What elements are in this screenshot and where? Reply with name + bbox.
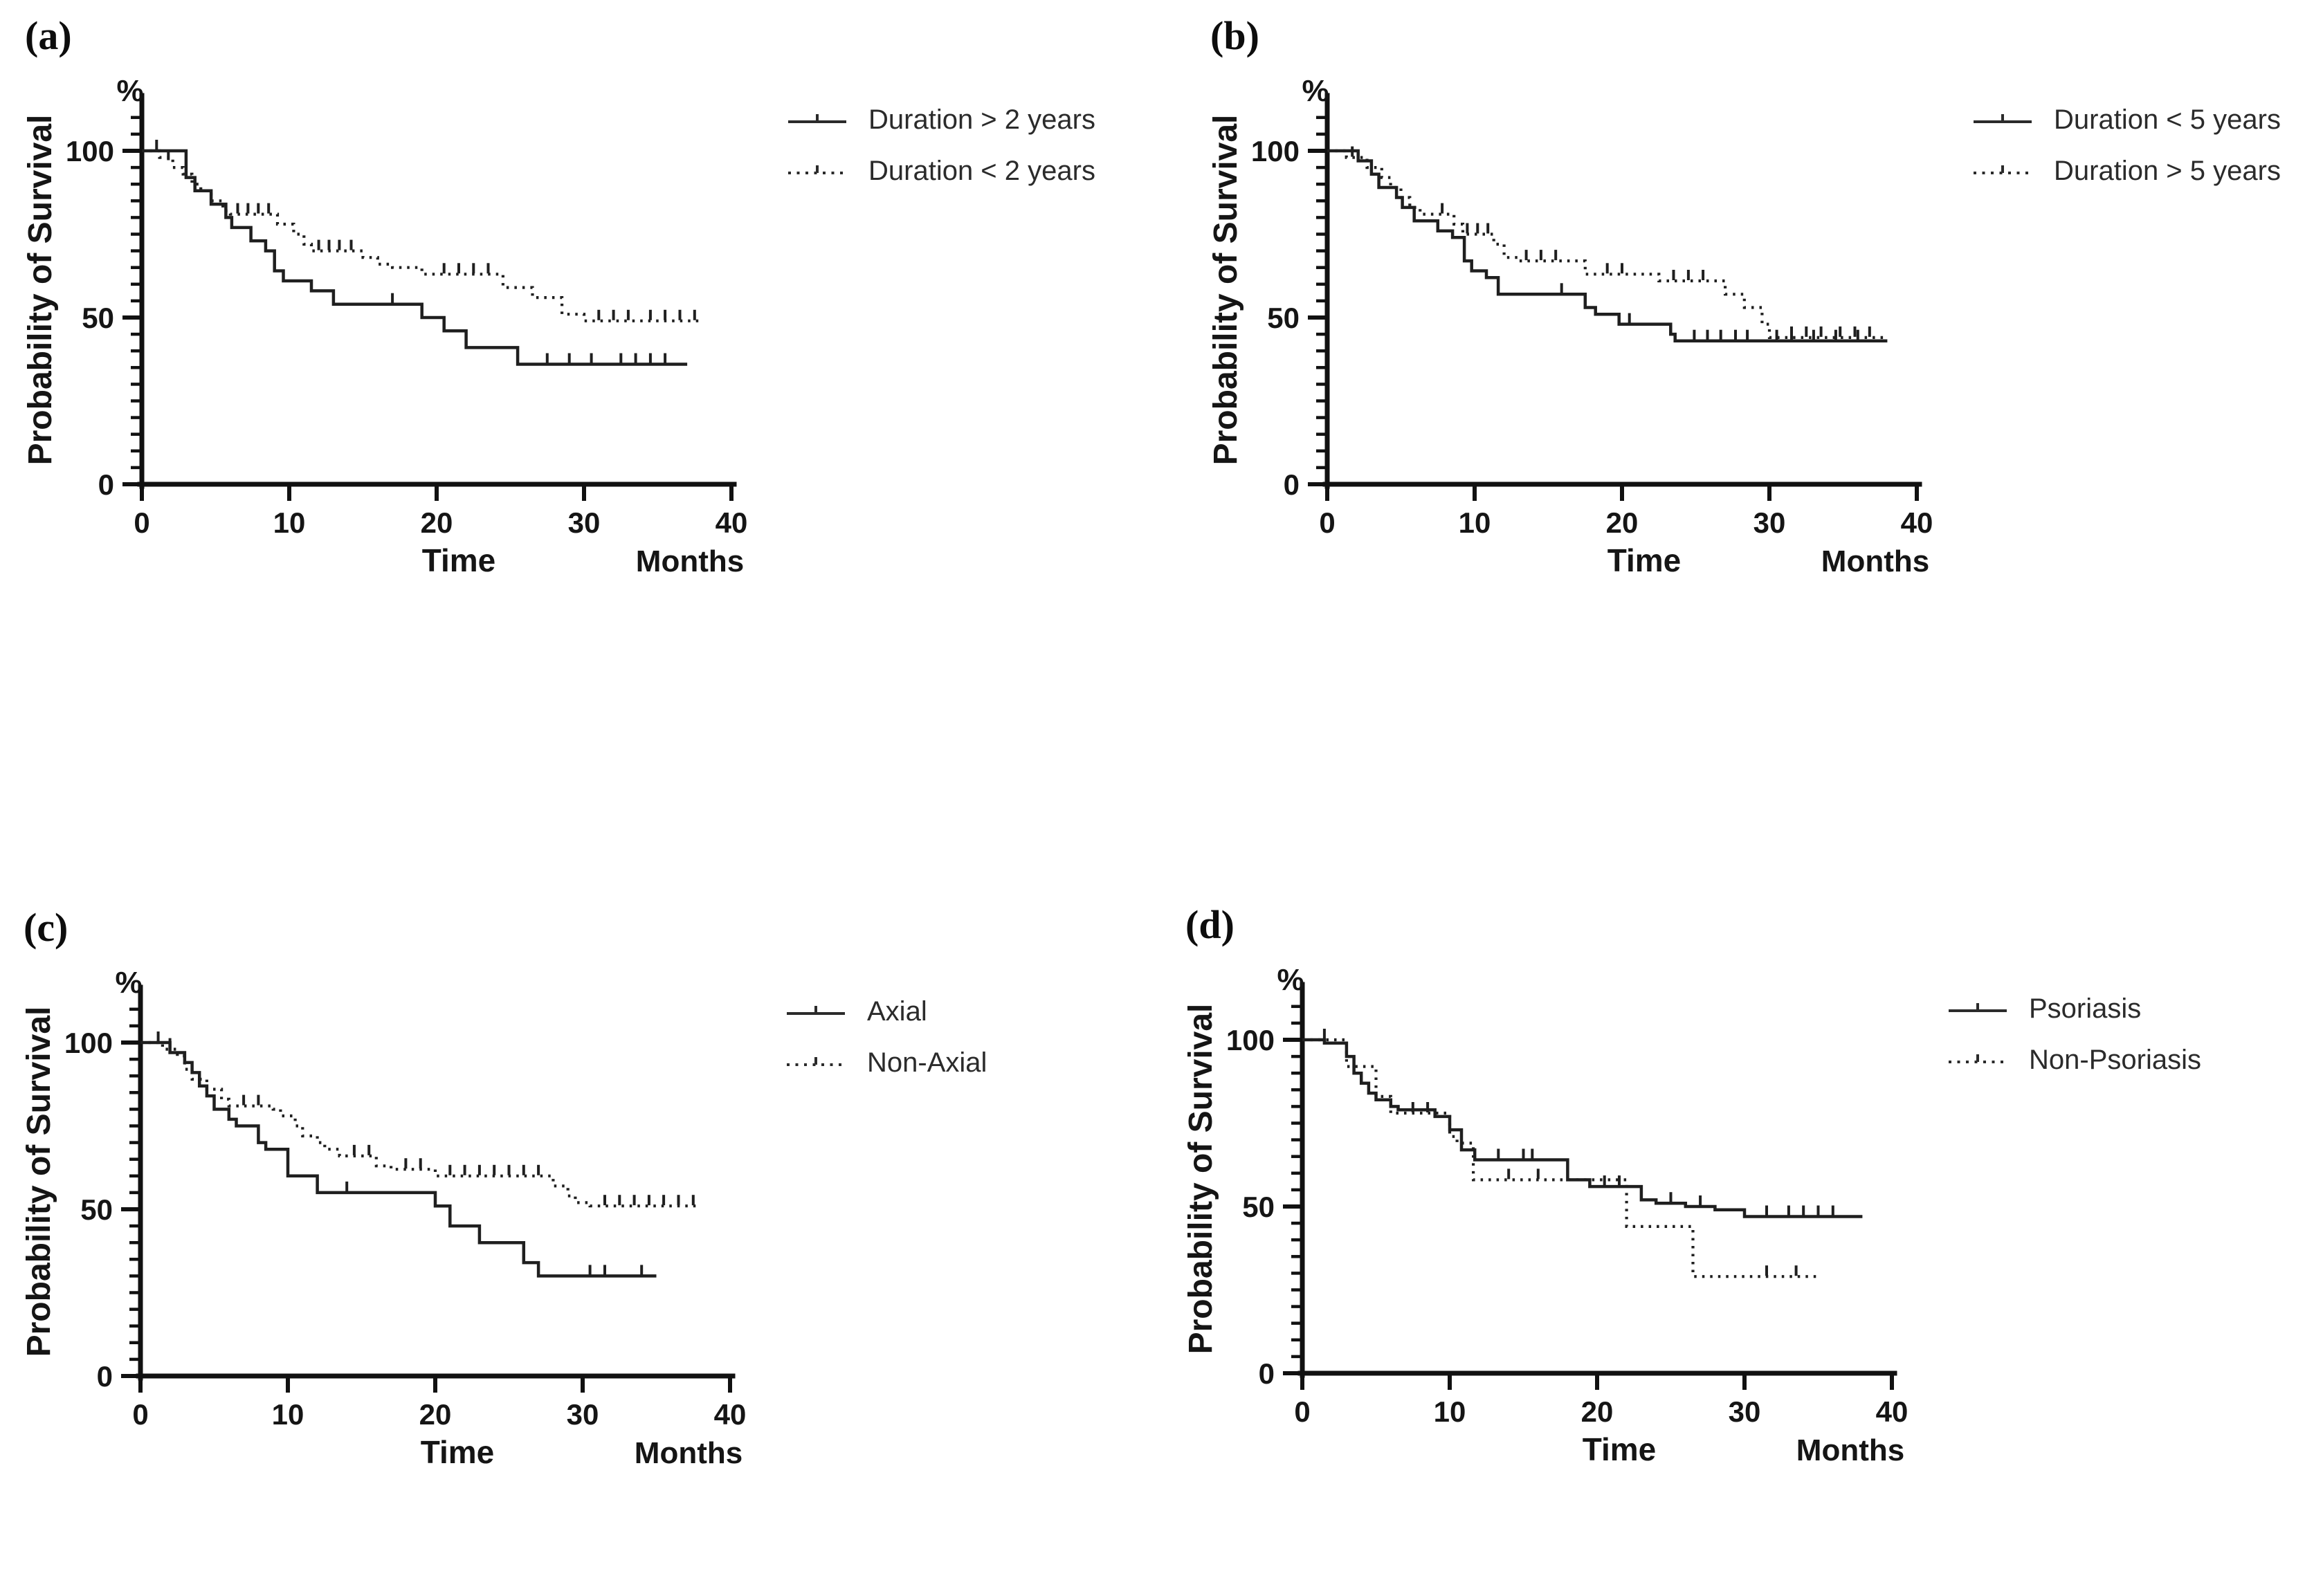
- legend-label: Duration > 5 years: [2054, 155, 2281, 186]
- legend-label: Axial: [867, 996, 927, 1027]
- panel-label-b: (b): [1210, 13, 1259, 58]
- svg-text:Time: Time: [421, 1434, 495, 1470]
- solid-line-marker: [1974, 114, 2032, 123]
- legend-label: Non-Axial: [867, 1047, 987, 1078]
- legend-item: Duration > 5 years: [1971, 145, 2281, 196]
- svg-text:100: 100: [1226, 1024, 1275, 1056]
- legend-label: Psoriasis: [2029, 993, 2142, 1024]
- svg-text:10: 10: [272, 1398, 304, 1431]
- legend-label: Duration < 5 years: [2054, 104, 2281, 135]
- legend-item: Non-Psoriasis: [1946, 1034, 2201, 1085]
- svg-text:40: 40: [1901, 506, 1933, 539]
- svg-text:50: 50: [1267, 302, 1300, 334]
- panel-label-c: (c): [24, 905, 69, 950]
- svg-text:20: 20: [421, 506, 453, 539]
- svg-text:0: 0: [98, 468, 114, 501]
- legend-item: Duration > 2 years: [785, 94, 1095, 145]
- svg-text:Probability of Survival: Probability of Survival: [21, 1007, 57, 1357]
- svg-text:10: 10: [1434, 1395, 1466, 1428]
- svg-text:50: 50: [1242, 1191, 1275, 1223]
- svg-text:100: 100: [66, 135, 114, 167]
- dotted-line-marker: [1974, 165, 2032, 174]
- svg-text:%: %: [1302, 74, 1329, 108]
- svg-text:0: 0: [1259, 1357, 1275, 1390]
- legend-label: Duration < 2 years: [868, 155, 1095, 186]
- svg-text:Probability of Survival: Probability of Survival: [1208, 115, 1244, 466]
- panel-label-d: (d): [1185, 902, 1235, 947]
- svg-text:30: 30: [568, 506, 601, 539]
- svg-text:30: 30: [1729, 1395, 1761, 1428]
- km-plot-d: 0 50 100 0 10 20 30 40% Probability of Survival T…: [1183, 963, 1908, 1467]
- svg-text:30: 30: [1753, 506, 1786, 539]
- svg-text:100: 100: [1251, 135, 1300, 167]
- panel-a: (a) 0 50 100 0 10 20 30 40% Probability of Survi…: [21, 6, 1169, 704]
- legend-c: Axial Non-Axial: [784, 986, 987, 1088]
- legend-a: Duration > 2 years Duration < 2 years: [785, 94, 1095, 196]
- legend-item: Non-Axial: [784, 1037, 987, 1088]
- svg-text:20: 20: [419, 1398, 452, 1431]
- svg-text:Months: Months: [636, 544, 744, 578]
- svg-text:20: 20: [1581, 1395, 1614, 1428]
- svg-text:Months: Months: [1821, 544, 1929, 578]
- svg-text:50: 50: [82, 302, 114, 334]
- panel-b: (b) 0 50 100 0 10 20 30 40% Probability of Survi…: [1206, 6, 2314, 704]
- svg-text:10: 10: [273, 506, 306, 539]
- svg-text:0: 0: [1319, 506, 1335, 539]
- dotted-line-marker: [788, 165, 846, 174]
- svg-text:40: 40: [716, 506, 748, 539]
- svg-text:Months: Months: [1796, 1433, 1904, 1467]
- legend-label: Duration > 2 years: [868, 104, 1095, 135]
- svg-text:Months: Months: [635, 1436, 743, 1470]
- svg-text:0: 0: [97, 1360, 113, 1393]
- svg-text:40: 40: [714, 1398, 747, 1431]
- svg-text:50: 50: [80, 1193, 113, 1226]
- svg-text:0: 0: [134, 506, 149, 539]
- solid-line-marker: [787, 1006, 845, 1015]
- svg-text:20: 20: [1606, 506, 1639, 539]
- legend-item: Psoriasis: [1946, 983, 2201, 1034]
- solid-line-marker: [1949, 1003, 2007, 1012]
- legend-item: Duration < 2 years: [785, 145, 1095, 196]
- legend-b: Duration < 5 years Duration > 5 years: [1971, 94, 2281, 196]
- svg-text:%: %: [1277, 963, 1304, 997]
- svg-text:100: 100: [64, 1027, 113, 1059]
- legend-d: Psoriasis Non-Psoriasis: [1946, 983, 2201, 1085]
- panel-label-a: (a): [25, 13, 72, 58]
- dotted-line-marker: [787, 1057, 845, 1066]
- legend-label: Non-Psoriasis: [2029, 1044, 2201, 1075]
- svg-text:Probability of Survival: Probability of Survival: [22, 115, 59, 466]
- svg-text:30: 30: [567, 1398, 599, 1431]
- km-plot-b: 0 50 100 0 10 20 30 40% Probability of Survival T…: [1208, 74, 1933, 578]
- svg-text:0: 0: [1284, 468, 1300, 501]
- svg-text:40: 40: [1876, 1395, 1908, 1428]
- panel-d: (d) 0 50 100 0 10 20 30 40% Probability of Survi…: [1181, 895, 2314, 1593]
- svg-text:%: %: [115, 966, 142, 1000]
- dotted-line-marker: [1949, 1054, 2007, 1063]
- svg-text:0: 0: [132, 1398, 148, 1431]
- svg-text:%: %: [116, 74, 143, 108]
- solid-line-marker: [788, 114, 846, 123]
- svg-text:10: 10: [1459, 506, 1491, 539]
- panel-c: (c) 0 50 100 0 10 20 30 40% Probability of Survi…: [19, 897, 1168, 1596]
- svg-text:Time: Time: [422, 542, 496, 578]
- km-plot-a: 0 50 100 0 10 20 30 40% Probability of Survival T…: [22, 74, 748, 578]
- legend-item: Duration < 5 years: [1971, 94, 2281, 145]
- km-plot-c: 0 50 100 0 10 20 30 40% Probability of Survival T…: [21, 966, 747, 1470]
- legend-item: Axial: [784, 986, 987, 1037]
- svg-text:0: 0: [1294, 1395, 1310, 1428]
- svg-text:Time: Time: [1607, 542, 1682, 578]
- svg-text:Probability of Survival: Probability of Survival: [1183, 1004, 1219, 1355]
- svg-text:Time: Time: [1583, 1431, 1657, 1467]
